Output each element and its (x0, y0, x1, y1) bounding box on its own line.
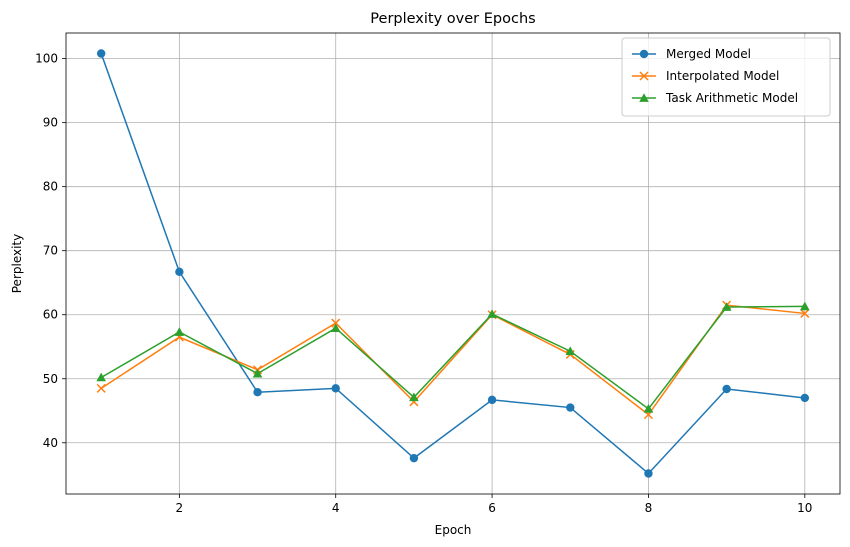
series-interpolated-model (96, 300, 810, 420)
y-tick-label: 90 (43, 116, 58, 130)
data-point-task-arithmetic-model (721, 302, 732, 311)
series-task-arithmetic-model (96, 301, 810, 413)
data-point-task-arithmetic-model (409, 392, 419, 402)
data-point-merged-model (800, 393, 810, 403)
legend-item-interpolated-model: Interpolated Model (632, 69, 779, 83)
data-point-task-arithmetic-model (643, 404, 654, 413)
data-point-merged-model (409, 453, 419, 463)
y-tick-label: 40 (43, 436, 58, 450)
legend: Merged Model Interpolated Model Task Arith… (621, 37, 831, 117)
legend-marker (639, 49, 649, 59)
data-point-merged-model (722, 384, 731, 394)
data-point-task-arithmetic-model (174, 327, 185, 336)
data-point-task-arithmetic-model (252, 368, 263, 378)
y-tick-label: 60 (43, 308, 58, 322)
grid (66, 33, 840, 494)
legend-label: Task Arithmetic Model (665, 91, 798, 105)
series-merged-model (96, 49, 810, 478)
data-point-interpolated-model (331, 318, 341, 328)
data-point-task-arithmetic-model (330, 323, 341, 333)
x-axis-label: Epoch (435, 523, 472, 537)
x-tick-label: 6 (488, 501, 496, 515)
x-tick-label: 4 (332, 501, 340, 515)
series-line-interpolated-model (100, 304, 805, 416)
ticks: 2 4 6 8 10 40 50 60 70 80 90 100 (35, 52, 812, 515)
data-point-merged-model (487, 395, 497, 405)
y-tick-label: 100 (35, 52, 58, 66)
y-tick-label: 50 (43, 372, 58, 386)
data-point-task-arithmetic-model (487, 309, 497, 318)
series-line-task-arithmetic-model (100, 305, 805, 410)
data-point-merged-model (96, 49, 106, 58)
y-axis-label: Perplexity (10, 234, 24, 294)
chart-title: Perplexity over Epochs (370, 11, 535, 27)
data-point-interpolated-model (800, 308, 810, 318)
y-tick-label: 80 (43, 180, 58, 194)
legend-label: Interpolated Model (666, 69, 779, 83)
data-point-merged-model (644, 469, 653, 478)
data-point-merged-model (253, 387, 262, 397)
legend-marker (639, 93, 649, 102)
x-tick-label: 10 (797, 501, 812, 515)
legend-box (621, 37, 831, 117)
data-point-task-arithmetic-model (800, 301, 810, 311)
data-point-merged-model (175, 267, 184, 277)
data-point-merged-model (566, 403, 575, 412)
data-point-task-arithmetic-model (565, 346, 576, 356)
legend-item-task-arithmetic-model: Task Arithmetic Model (632, 91, 798, 105)
legend-marker (639, 71, 649, 81)
x-tick-label: 2 (176, 501, 184, 515)
x-tick-label: 8 (645, 501, 653, 515)
legend-item-merged-model: Merged Model (632, 47, 751, 61)
y-tick-label: 70 (43, 244, 58, 258)
series-layer (96, 49, 810, 478)
series-line-merged-model (100, 53, 805, 475)
data-point-merged-model (331, 384, 340, 393)
legend-label: Merged Model (666, 47, 751, 61)
data-point-interpolated-model (96, 383, 106, 393)
data-point-task-arithmetic-model (96, 372, 106, 382)
plot-frame (65, 32, 841, 495)
